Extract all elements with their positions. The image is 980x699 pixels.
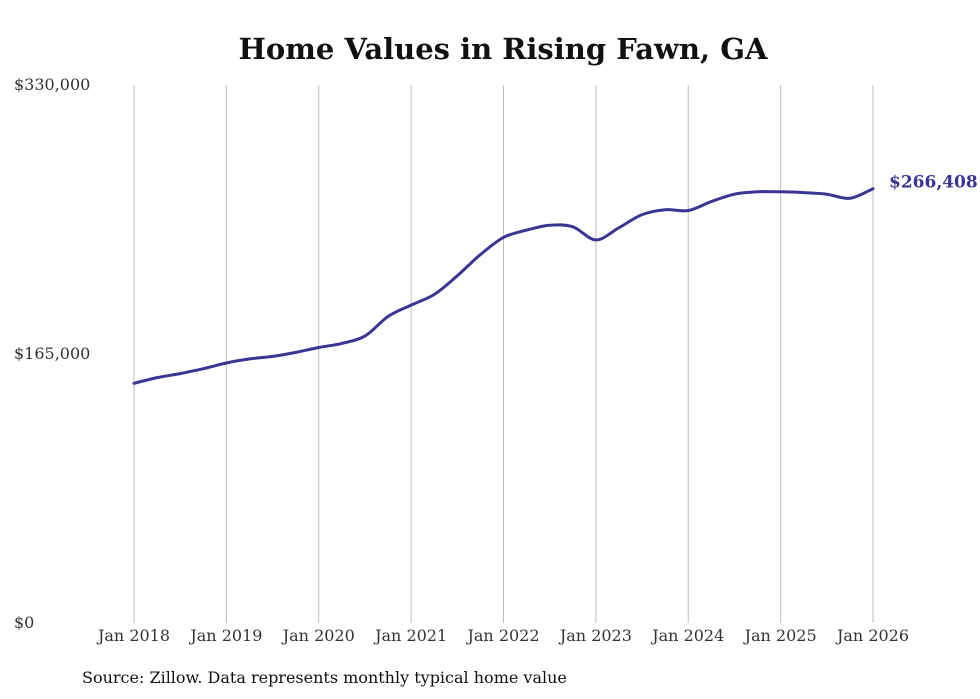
- y-tick-label: $165,000: [14, 344, 90, 363]
- x-tick-label: Jan 2024: [650, 626, 724, 645]
- x-axis: Jan 2018 Jan 2019 Jan 2020 Jan 2021 Jan 2022…: [96, 626, 909, 645]
- x-tick-label: Jan 2021: [373, 626, 447, 645]
- series-line-home-value: [132, 187, 875, 385]
- gridlines: [133, 85, 874, 623]
- end-value-label: $266,408: [889, 173, 978, 193]
- y-axis: $0 $165,000 $330,000: [14, 75, 90, 632]
- x-tick-label: Jan 2018: [96, 626, 170, 645]
- x-tick-label: Jan 2025: [743, 626, 817, 645]
- x-tick-label: Jan 2019: [188, 626, 262, 645]
- y-tick-label: $0: [14, 613, 34, 632]
- x-tick-label: Jan 2020: [281, 626, 355, 645]
- y-tick-label: $330,000: [14, 75, 90, 94]
- chart-title: Home Values in Rising Fawn, GA: [239, 32, 768, 66]
- x-tick-label: Jan 2026: [835, 626, 909, 645]
- source-note: Source: Zillow. Data represents monthly …: [82, 668, 567, 687]
- x-tick-label: Jan 2022: [465, 626, 539, 645]
- x-tick-label: Jan 2023: [558, 626, 632, 645]
